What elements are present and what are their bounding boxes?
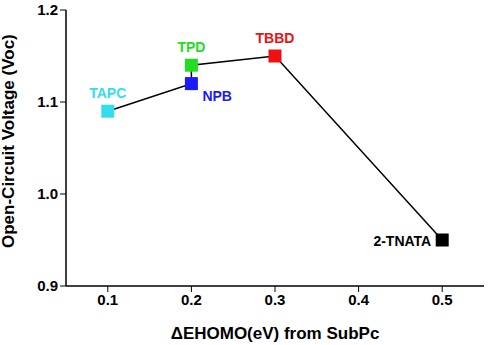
svg-text:ΔEHOMO(eV) from SubPc: ΔEHOMO(eV) from SubPc: [171, 324, 380, 343]
svg-text:1.0: 1.0: [37, 185, 58, 202]
svg-text:0.3: 0.3: [265, 291, 286, 308]
svg-text:1.1: 1.1: [37, 93, 58, 110]
svg-text:0.9: 0.9: [37, 277, 58, 294]
svg-text:TBBD: TBBD: [256, 30, 295, 46]
svg-text:0.2: 0.2: [181, 291, 202, 308]
svg-text:Open-Circuit Voltage (Voc): Open-Circuit Voltage (Voc): [8, 34, 18, 248]
svg-text:2-TNATA: 2-TNATA: [373, 233, 431, 249]
svg-text:0.1: 0.1: [97, 291, 118, 308]
svg-text:NPB: NPB: [202, 88, 232, 104]
svg-text:1.2: 1.2: [37, 1, 58, 18]
svg-text:TAPC: TAPC: [89, 85, 126, 101]
svg-text:0.4: 0.4: [348, 291, 370, 308]
svg-text:0.5: 0.5: [432, 291, 453, 308]
svg-text:TPD: TPD: [177, 39, 205, 55]
